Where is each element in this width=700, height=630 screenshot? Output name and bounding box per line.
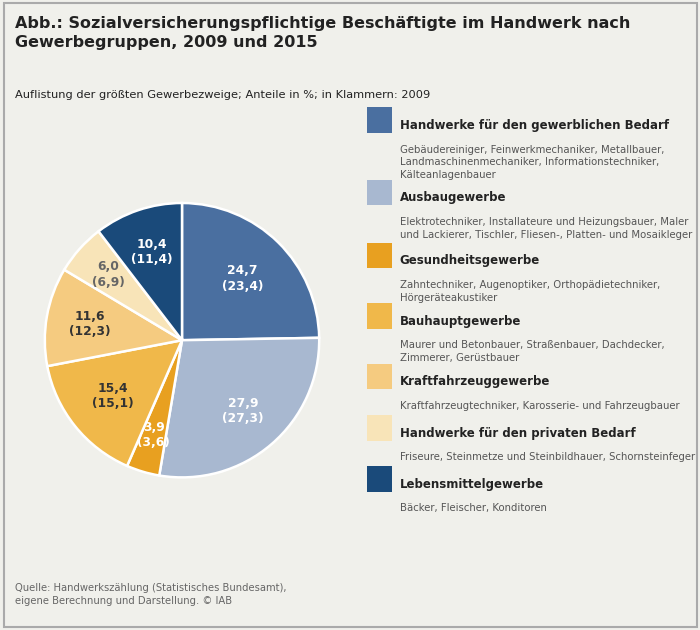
- FancyBboxPatch shape: [368, 108, 392, 133]
- Wedge shape: [159, 338, 319, 478]
- Text: Maurer und Betonbauer, Straßenbauer, Dachdecker,
Zimmerer, Gerüstbauer: Maurer und Betonbauer, Straßenbauer, Dac…: [400, 340, 664, 363]
- Text: Auflistung der größten Gewerbezweige; Anteile in %; in Klammern: 2009: Auflistung der größten Gewerbezweige; An…: [15, 90, 430, 100]
- Text: Ausbaugewerbe: Ausbaugewerbe: [400, 191, 506, 204]
- FancyBboxPatch shape: [368, 243, 392, 268]
- Text: 3,9
(3,6): 3,9 (3,6): [137, 421, 170, 449]
- Text: Bauhauptgewerbe: Bauhauptgewerbe: [400, 314, 522, 328]
- FancyBboxPatch shape: [368, 180, 392, 205]
- Text: Handwerke für den gewerblichen Bedarf: Handwerke für den gewerblichen Bedarf: [400, 119, 669, 132]
- Text: Lebensmittelgewerbe: Lebensmittelgewerbe: [400, 478, 544, 491]
- Text: 6,0
(6,9): 6,0 (6,9): [92, 260, 125, 289]
- Wedge shape: [127, 340, 182, 476]
- Wedge shape: [45, 270, 182, 366]
- Text: Kraftfahrzeuggewerbe: Kraftfahrzeuggewerbe: [400, 375, 550, 388]
- FancyBboxPatch shape: [368, 303, 392, 329]
- Text: 27,9
(27,3): 27,9 (27,3): [222, 397, 264, 425]
- Text: 24,7
(23,4): 24,7 (23,4): [222, 265, 263, 293]
- Wedge shape: [64, 231, 182, 340]
- Text: Kraftfahrzeugtechniker, Karosserie- und Fahrzeugbauer: Kraftfahrzeugtechniker, Karosserie- und …: [400, 401, 680, 411]
- Text: Elektrotechniker, Installateure und Heizungsbauer, Maler
und Lackierer, Tischler: Elektrotechniker, Installateure und Heiz…: [400, 217, 692, 239]
- Text: Bäcker, Fleischer, Konditoren: Bäcker, Fleischer, Konditoren: [400, 503, 547, 513]
- Text: 10,4
(11,4): 10,4 (11,4): [132, 238, 173, 266]
- Text: Friseure, Steinmetze und Steinbildhauer, Schornsteinfeger: Friseure, Steinmetze und Steinbildhauer,…: [400, 452, 695, 462]
- Text: Handwerke für den privaten Bedarf: Handwerke für den privaten Bedarf: [400, 427, 636, 440]
- FancyBboxPatch shape: [368, 466, 392, 492]
- Text: Quelle: Handwerkszählung (Statistisches Bundesamt),
eigene Berechnung und Darste: Quelle: Handwerkszählung (Statistisches …: [15, 583, 287, 606]
- Wedge shape: [182, 203, 319, 340]
- Text: Abb.: Sozialversicherungspflichtige Beschäftigte im Handwerk nach
Gewerbegruppen: Abb.: Sozialversicherungspflichtige Besc…: [15, 16, 631, 50]
- FancyBboxPatch shape: [368, 364, 392, 389]
- FancyBboxPatch shape: [368, 415, 392, 441]
- Text: Gebäudereiniger, Feinwerkmechaniker, Metallbauer,
Landmaschinenmechaniker, Infor: Gebäudereiniger, Feinwerkmechaniker, Met…: [400, 144, 664, 180]
- Wedge shape: [99, 203, 182, 340]
- Text: Gesundheitsgewerbe: Gesundheitsgewerbe: [400, 254, 540, 267]
- Wedge shape: [48, 340, 182, 466]
- Text: 15,4
(15,1): 15,4 (15,1): [92, 382, 133, 410]
- Text: 11,6
(12,3): 11,6 (12,3): [69, 310, 111, 338]
- Text: Zahntechniker, Augenoptiker, Orthopädietechniker,
Hörgeräteakustiker: Zahntechniker, Augenoptiker, Orthopädiet…: [400, 280, 660, 302]
